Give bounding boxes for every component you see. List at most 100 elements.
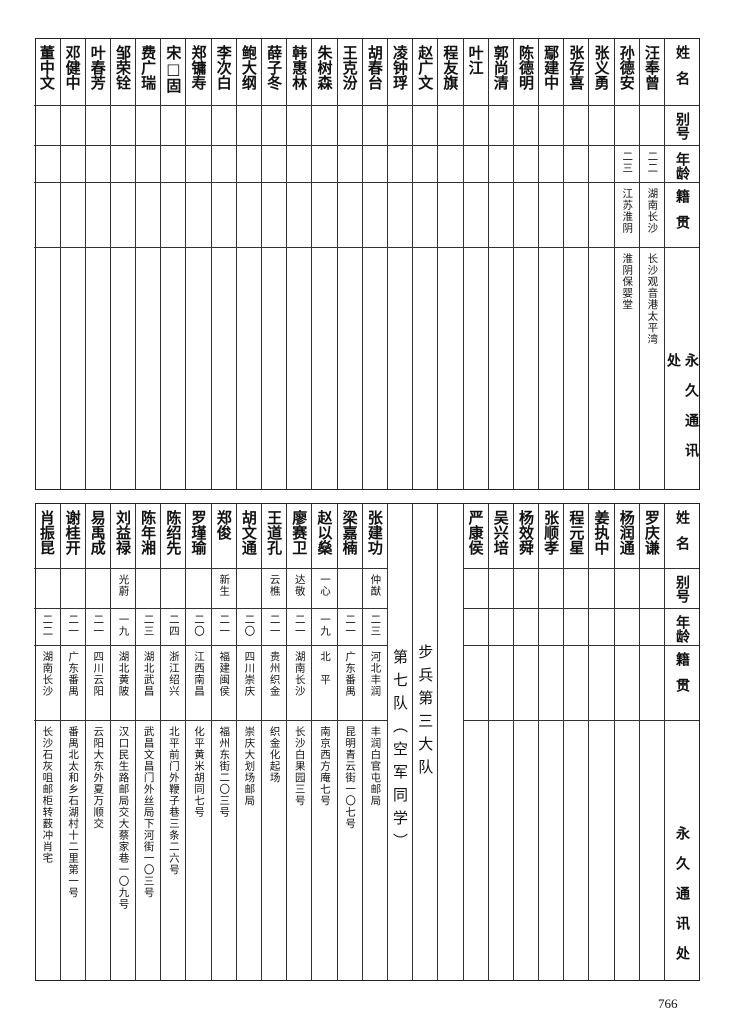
value-address: 北平前门外鞭子巷三条二六号 (167, 726, 180, 876)
cell-name: 鲍大纲 (236, 39, 261, 106)
roster-column: 郑镛寿 (185, 39, 211, 489)
value-name: 李次白 (214, 45, 233, 90)
header-label-age: 年龄 (674, 615, 690, 643)
cell-address (589, 248, 613, 489)
cell-age (564, 609, 589, 646)
header-cell-address: 永久通讯处 (665, 248, 699, 489)
cell-address (539, 721, 563, 980)
value-age: 一九 (117, 614, 130, 637)
value-name: 陈德明 (516, 45, 535, 90)
cell-age (639, 609, 664, 646)
value-age: 二四 (167, 614, 180, 637)
roster-column: 叶春芳 (84, 39, 110, 489)
cell-name: 宋□固 (161, 39, 186, 106)
cell-address (489, 721, 513, 980)
section-column: 步兵第三大队 (412, 504, 437, 980)
cell-age (186, 146, 211, 183)
cell-alias (236, 569, 261, 609)
value-age: 二二 (41, 614, 54, 637)
cell-address (640, 721, 664, 980)
value-native: 广东番禺 (67, 651, 80, 697)
cell-age (413, 146, 438, 183)
cell-address (438, 248, 462, 489)
cell-age (211, 146, 236, 183)
roster-column: 吴兴培 (487, 504, 513, 980)
cell-age: 二一 (60, 609, 85, 646)
cell-alias (211, 106, 236, 146)
cell-alias: 云樵 (262, 569, 287, 609)
cell-age: 二二 (34, 609, 60, 646)
cell-name: 廖赛卫 (287, 504, 312, 569)
roster-column: 张顺孝 (538, 504, 564, 980)
cell-name: 鄢建中 (539, 39, 564, 106)
value-address: 淮阴保婴堂 (621, 253, 634, 311)
section-label: 第七队（空军同学） (391, 649, 410, 856)
value-native: 江西南昌 (193, 651, 206, 697)
value-name: 郑镛寿 (189, 45, 208, 90)
cell-age (287, 146, 312, 183)
cell-address: 番禺北太和乡石湖村十二里第一号 (61, 721, 85, 980)
cell-age (337, 146, 362, 183)
cell-native (110, 183, 136, 248)
cell-alias (161, 569, 186, 609)
value-address: 化平黄米胡同七号 (193, 726, 206, 818)
cell-name: 陈德明 (513, 39, 539, 106)
cell-alias (539, 106, 564, 146)
blank-column (437, 504, 462, 980)
roster-column: 刘益禄 光蔚 一九 湖北黄陂 汉口民生路邮局交大蔡家巷一〇九号 (109, 504, 136, 980)
value-native: 湖北黄陂 (117, 651, 130, 697)
cell-name: 邹荣铨 (110, 39, 136, 106)
cell-alias (513, 106, 539, 146)
cell-address (464, 721, 488, 980)
cell-address (161, 248, 185, 489)
cell-name: 王克汾 (337, 39, 362, 106)
cell-age: 二三 (362, 609, 387, 646)
value-name: 肖振昆 (37, 510, 56, 555)
cell-native (438, 183, 463, 248)
header-cell-age: 年龄 (665, 146, 699, 183)
cell-native (513, 646, 539, 721)
value-name: 郭尚清 (491, 45, 510, 90)
cell-alias (639, 106, 664, 146)
cell-native: 江西南昌 (186, 646, 211, 721)
value-name: 邓健中 (63, 45, 82, 90)
roster-column: 凌钟琈 (386, 39, 413, 489)
value-name: 谢桂开 (63, 510, 82, 555)
cell-native (262, 183, 287, 248)
value-name: 张顺孝 (542, 510, 561, 555)
cell-alias (639, 569, 664, 609)
roster-column: 宋□固 (160, 39, 186, 489)
value-native: 江苏淮阴 (621, 188, 634, 234)
cell-native (463, 183, 488, 248)
cell-native (312, 183, 337, 248)
value-name: 叶江 (466, 45, 485, 75)
value-native: 贵州织金 (268, 651, 281, 697)
value-name: 胡文通 (239, 510, 258, 555)
value-alias: 仲猷 (369, 574, 382, 597)
cell-native: 四川崇庆 (236, 646, 261, 721)
cell-age (589, 609, 614, 646)
section-cell: 第七队（空军同学） (388, 504, 412, 980)
cell-native (211, 183, 236, 248)
cell-native: 湖南长沙 (287, 646, 312, 721)
section-label: 步兵第三大队 (416, 644, 435, 782)
cell-age: 二二 (639, 146, 664, 183)
cell-age: 一九 (312, 609, 337, 646)
cell-native (564, 183, 589, 248)
roster-column: 罗庆谦 (638, 504, 664, 980)
cell-name: 赵广文 (413, 39, 438, 106)
roster-column: 陈年湘 二三 湖北武昌 武昌文昌门外丝局下河街一〇三号 (135, 504, 161, 980)
section-cell: 步兵第三大队 (413, 504, 437, 980)
value-name: 胡春台 (365, 45, 384, 90)
roster-column: 严康侯 (462, 504, 488, 980)
cell-name: 郭尚清 (488, 39, 513, 106)
cell-alias (362, 106, 387, 146)
cell-address (539, 248, 563, 489)
cell-address (514, 248, 538, 489)
value-name: 郑俊 (214, 510, 233, 540)
cell-native (539, 646, 564, 721)
cell-age (438, 146, 463, 183)
cell-name: 邓健中 (60, 39, 85, 106)
cell-address: 淮阴保婴堂 (615, 248, 639, 489)
bottom-roster-table: 姓名 别号 年龄 籍贯 永久通讯处 罗庆谦 杨润通 姜执中 程元星 张顺孝 杨效舜 吴兴培 严康侯 步兵第… (34, 503, 700, 981)
